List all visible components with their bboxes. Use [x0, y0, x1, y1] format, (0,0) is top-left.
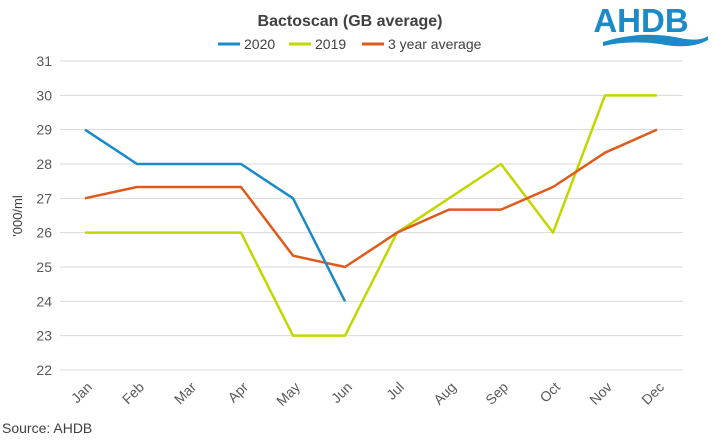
series-line-2019	[85, 94, 657, 337]
chart-title: Bactoscan (GB average)	[258, 13, 443, 30]
x-tick-label: Mar	[171, 379, 200, 408]
x-tick-label: Feb	[119, 379, 148, 408]
x-tick-label: May	[273, 379, 303, 409]
legend-label: 2019	[315, 36, 346, 52]
logo-wave	[603, 34, 708, 47]
series-line-3-year-average	[84, 128, 658, 269]
y-tick-label: 26	[36, 225, 52, 241]
x-tick-label: Nov	[586, 379, 615, 408]
y-tick-label: 29	[36, 122, 52, 138]
x-tick-label: Dec	[638, 379, 667, 408]
x-tick-label: Apr	[224, 379, 251, 406]
x-tick-label: Aug	[430, 379, 459, 408]
y-tick-label: 22	[36, 362, 52, 378]
y-axis-label: '000/ml	[10, 195, 25, 237]
logo-text: AHDB	[593, 2, 688, 39]
y-tick-label: 30	[36, 87, 52, 103]
legend-label: 3 year average	[388, 36, 482, 52]
ahdb-logo: AHDB	[593, 2, 708, 47]
x-tick-label: Jan	[68, 379, 95, 406]
y-tick-label: 25	[36, 259, 52, 275]
x-tick-label: Jul	[383, 379, 407, 403]
y-tick-label: 27	[36, 190, 52, 206]
y-tick-label: 24	[36, 293, 52, 309]
x-tick-label: Sep	[482, 379, 511, 408]
source-note: Source: AHDB	[2, 420, 92, 436]
y-tick-label: 31	[36, 53, 52, 69]
series-line-2020	[84, 128, 347, 302]
y-tick-label: 28	[36, 156, 52, 172]
x-tick-label: Jun	[328, 379, 355, 406]
legend-label: 2020	[244, 36, 275, 52]
y-tick-label: 23	[36, 328, 52, 344]
x-tick-label: Oct	[536, 379, 563, 406]
